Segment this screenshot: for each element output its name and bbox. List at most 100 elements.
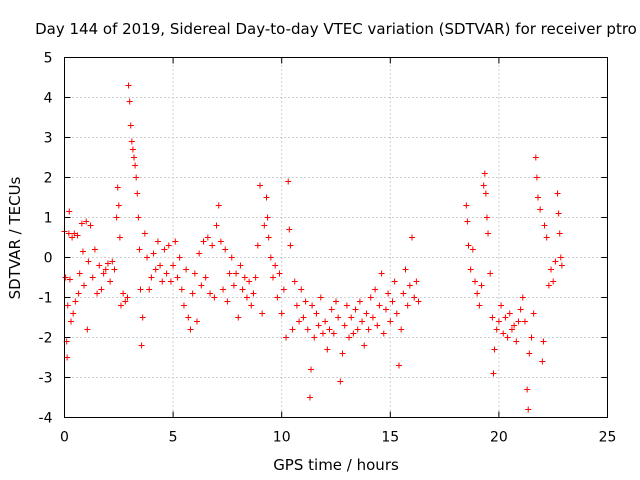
y-tick-label: 0 (44, 251, 53, 267)
data-point (267, 254, 274, 261)
data-point (382, 306, 389, 313)
data-point (543, 234, 550, 241)
data-point (207, 290, 214, 297)
data-point (333, 298, 339, 305)
data-point (513, 338, 520, 345)
data-point (96, 262, 103, 269)
data-point (185, 314, 192, 321)
data-point (539, 358, 546, 365)
data-point (341, 322, 348, 329)
data-point (83, 218, 90, 225)
data-point (489, 314, 496, 321)
data-point (548, 266, 555, 273)
data-point (274, 294, 281, 301)
data-point (283, 334, 290, 341)
data-point (226, 270, 233, 277)
data-point (136, 246, 143, 253)
x-tick-label: 0 (60, 430, 69, 446)
data-point (541, 222, 548, 229)
axis-ticks (64, 57, 608, 418)
data-point (526, 350, 533, 357)
x-tick-label: 25 (599, 430, 617, 446)
data-point (138, 342, 145, 349)
data-point (165, 242, 172, 249)
data-point (343, 302, 350, 309)
y-tick-label: -1 (39, 291, 53, 307)
data-point (472, 278, 479, 285)
data-point (65, 230, 72, 237)
data-point (272, 262, 279, 269)
data-point (493, 326, 500, 333)
data-point (259, 310, 266, 317)
data-point (81, 282, 88, 289)
data-point (519, 294, 526, 301)
data-point (66, 276, 73, 283)
data-point (211, 294, 218, 301)
data-point (480, 182, 487, 189)
data-point (117, 302, 124, 309)
data-point (481, 170, 488, 177)
data-point (85, 258, 92, 265)
data-point (528, 334, 535, 341)
data-point (102, 266, 109, 273)
data-point (521, 318, 528, 325)
data-point (141, 230, 148, 237)
data-point (380, 330, 387, 337)
data-point (491, 346, 498, 353)
data-point (183, 266, 190, 273)
data-point (75, 290, 82, 297)
data-point (222, 246, 229, 253)
data-point (204, 234, 211, 241)
data-point (134, 190, 141, 197)
x-tick-label: 20 (490, 430, 508, 446)
data-point (395, 362, 402, 369)
data-point (532, 154, 539, 161)
data-point (120, 290, 127, 297)
data-point (478, 282, 485, 289)
data-point (359, 318, 366, 325)
data-point (172, 238, 179, 245)
data-point (354, 326, 361, 333)
y-tick-label: -3 (39, 371, 53, 387)
data-point (276, 270, 283, 277)
chart-title: Day 144 of 2019, Sidereal Day-to-day VTE… (35, 20, 637, 38)
data-point (361, 342, 368, 349)
data-point (263, 194, 270, 201)
data-point (252, 274, 259, 281)
y-tick-label: -2 (39, 331, 53, 347)
data-point (387, 318, 394, 325)
data-point (540, 338, 547, 345)
data-point (187, 326, 194, 333)
data-point (328, 306, 335, 313)
data-point (193, 318, 200, 325)
data-point (504, 334, 511, 341)
data-point (464, 218, 471, 225)
data-point (233, 270, 240, 277)
data-point (133, 174, 140, 181)
data-point (243, 294, 250, 301)
data-point (363, 310, 370, 317)
data-point (524, 386, 531, 393)
data-point (515, 318, 522, 325)
data-point (79, 248, 86, 255)
data-point (286, 226, 293, 233)
data-point (72, 298, 79, 305)
data-point (517, 306, 524, 313)
data-point (122, 298, 129, 305)
data-point (558, 262, 565, 269)
data-point (293, 302, 300, 309)
data-point (146, 286, 153, 293)
data-point (465, 242, 472, 249)
data-point (137, 286, 144, 293)
tick-labels: 0 5 10 15 20 25 -4 -3 -2 -1 0 1 2 3 4 5 (39, 51, 617, 446)
x-tick-label: 15 (381, 430, 399, 446)
data-point (159, 278, 166, 285)
data-point (94, 290, 101, 297)
data-point (89, 274, 96, 281)
data-point (254, 242, 261, 249)
data-point (157, 262, 164, 269)
data-point (413, 278, 420, 285)
data-point (500, 330, 507, 337)
data-point (485, 230, 492, 237)
